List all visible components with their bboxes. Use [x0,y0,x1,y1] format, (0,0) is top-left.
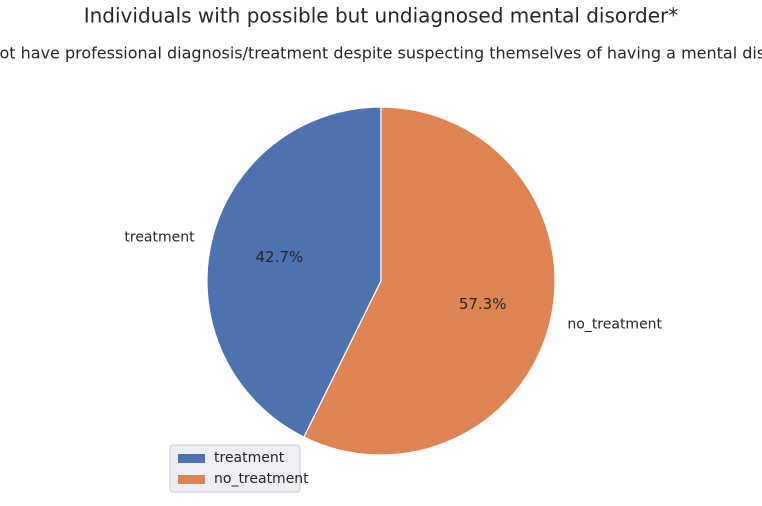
legend-label: no_treatment [214,471,309,487]
legend-swatch [178,454,205,463]
chart-subtitle: *Do not have professional diagnosis/trea… [0,44,762,63]
legend: treatment no_treatment [169,444,309,493]
slice-label: no_treatment [567,317,662,333]
slice-label: treatment [124,229,195,245]
chart-title: Individuals with possible but undiagnose… [84,4,679,28]
legend-swatch [178,475,205,484]
legend-label: treatment [214,450,285,466]
pie-slice [206,106,382,438]
value-label: 42.7% [256,248,304,266]
value-label: 57.3% [459,295,507,313]
pie-slice [303,106,556,456]
